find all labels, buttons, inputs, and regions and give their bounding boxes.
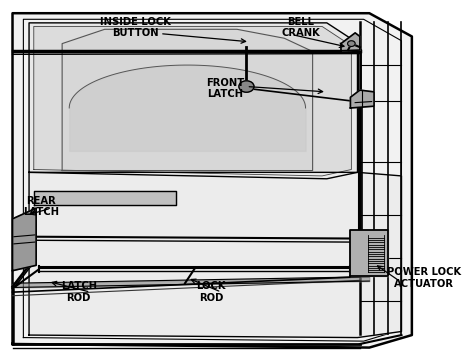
Polygon shape bbox=[350, 90, 374, 108]
Text: INSIDE LOCK
BUTTON: INSIDE LOCK BUTTON bbox=[100, 17, 171, 38]
Text: LOCK
ROD: LOCK ROD bbox=[196, 281, 226, 303]
Polygon shape bbox=[12, 208, 36, 271]
Polygon shape bbox=[12, 13, 412, 348]
Polygon shape bbox=[34, 191, 175, 205]
Text: POWER LOCK
ACTUATOR: POWER LOCK ACTUATOR bbox=[387, 267, 461, 289]
Polygon shape bbox=[29, 23, 357, 179]
Text: REAR
LATCH: REAR LATCH bbox=[23, 196, 59, 217]
Polygon shape bbox=[29, 172, 401, 337]
Polygon shape bbox=[34, 27, 351, 176]
Polygon shape bbox=[350, 229, 388, 276]
Text: FRONT
LATCH: FRONT LATCH bbox=[206, 78, 244, 99]
Circle shape bbox=[239, 81, 254, 92]
Text: BELL
CRANK: BELL CRANK bbox=[282, 17, 320, 38]
Text: LATCH
ROD: LATCH ROD bbox=[61, 281, 97, 303]
Polygon shape bbox=[62, 29, 313, 171]
Circle shape bbox=[347, 41, 355, 46]
Polygon shape bbox=[341, 33, 360, 51]
